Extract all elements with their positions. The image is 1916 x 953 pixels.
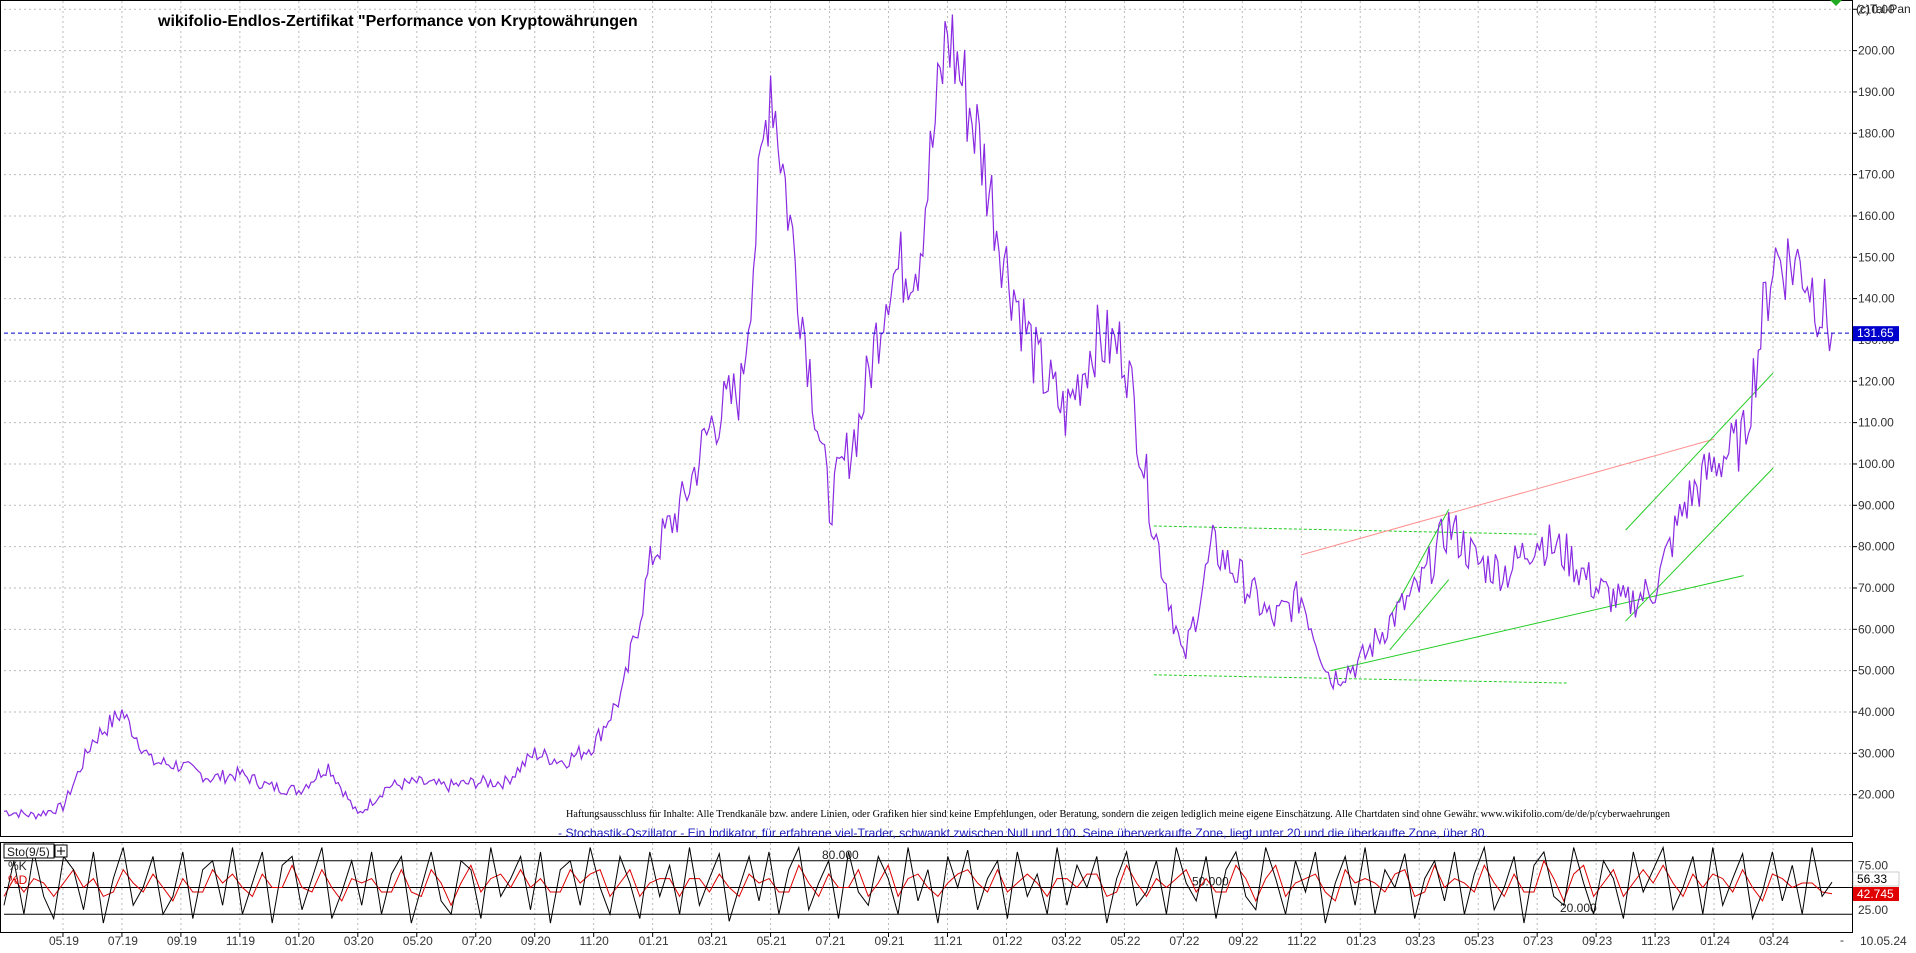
oscillator-title: Sto(9/5) (7, 845, 50, 859)
osc-y-tick-label: 25.00 (1858, 903, 1888, 917)
y-tick-label: 110.00 (1858, 416, 1894, 430)
x-tick-label: 11.22 (1287, 934, 1316, 948)
x-tick-label: 01.20 (285, 934, 315, 948)
x-tick-label: 05.22 (1110, 934, 1140, 948)
x-tick-label: 07.20 (462, 934, 492, 948)
oscillator-legend[interactable]: Sto(9/5) %K %D (3, 843, 68, 887)
x-tick-label: 09.20 (521, 934, 551, 948)
x-axis: 05.19 07.19 09.19 11.19 01.20 03.20 05.20 07.20… (49, 932, 1789, 948)
x-tick-label: 11.21 (933, 934, 962, 948)
x-tick-label: 11.23 (1641, 934, 1670, 948)
oscillator-panel-frame (0, 842, 1853, 933)
y-tick-label: 170.00 (1858, 168, 1895, 182)
x-tick-label: 03.21 (698, 934, 728, 948)
x-tick-label: 07.22 (1169, 934, 1199, 948)
x-tick-label: 05.20 (403, 934, 433, 948)
x-tick-label: 09.21 (875, 934, 905, 948)
trend-lines (1153, 372, 1774, 684)
d-legend-label: %D (8, 873, 28, 887)
x-tick-label: 09.22 (1228, 934, 1258, 948)
x-tick-label: 11.19 (226, 934, 255, 948)
x-tick-label: 07.21 (816, 934, 846, 948)
trend-line-channel-2024-low (1625, 467, 1774, 622)
y-tick-label: 50.000 (1858, 664, 1895, 678)
x-last-label: 10.05.24 (1860, 934, 1907, 948)
price-panel-frame (0, 0, 1853, 837)
y-tick-label: 150.00 (1858, 250, 1895, 264)
oscillator-y-axis: 75.00 25.00 (1858, 858, 1888, 917)
disclaimer-text: Haftungsausschluss für Inhalte: Alle Tre… (566, 809, 1670, 820)
x-tick-label: 03.22 (1051, 934, 1081, 948)
trend-line-support (1330, 575, 1744, 672)
x-tick-label: 09.23 (1582, 934, 1612, 948)
trend-line-resistance (1301, 438, 1715, 556)
y-tick-label: 120.00 (1858, 374, 1895, 388)
chart-title: wikifolio-Endlos-Zertifikat "Performance… (157, 13, 638, 30)
k-legend-label: %K (8, 859, 27, 873)
y-tick-label: 40.000 (1858, 705, 1895, 719)
x-tick-label: 03.24 (1759, 934, 1789, 948)
x-tick-label: 03.23 (1405, 934, 1435, 948)
current-value-label: 131.65 (1857, 326, 1894, 340)
scroll-dash[interactable]: - (1840, 933, 1844, 947)
x-tick-label: 03.20 (344, 934, 374, 948)
trend-line-channel-bottom (1153, 674, 1567, 684)
y-tick-label: 200.00 (1858, 44, 1895, 58)
y-tick-label: 190.00 (1858, 85, 1895, 99)
y-tick-label: 90.000 (1858, 498, 1895, 512)
current-value-badge: 131.65 (1853, 326, 1899, 342)
osc-y-tick-label: 75.00 (1858, 858, 1888, 872)
trend-line-channel-2023-low (1389, 579, 1450, 651)
x-tick-label: 01.21 (639, 934, 669, 948)
x-tick-label: 05.21 (757, 934, 787, 948)
y-tick-label: 30.000 (1858, 746, 1895, 760)
d-value-label: 42.745 (1857, 887, 1894, 901)
osc-level-label: 20.000 (1560, 901, 1597, 915)
x-tick-label: 01.24 (1700, 934, 1730, 948)
y-tick-label: 20.000 (1858, 788, 1895, 802)
y-tick-label: 70.000 (1858, 581, 1895, 595)
y-tick-label: 80.000 (1858, 540, 1895, 554)
stochastic-k-line (3, 845, 1833, 924)
k-value-label: 56.33 (1857, 872, 1887, 886)
oscillator-description: - Stochastik-Oszillator - Ein Indikator,… (558, 826, 1488, 840)
x-tick-label: 07.23 (1523, 934, 1553, 948)
price-grid (4, 1, 1852, 836)
trend-line-channel-2024-up (1625, 372, 1774, 531)
top-arrow-icon (1830, 0, 1842, 6)
x-tick-label: 07.19 (108, 934, 138, 948)
x-tick-label: 05.23 (1464, 934, 1494, 948)
y-tick-label: 160.00 (1858, 209, 1895, 223)
copyright-label: (c)Tai-Pan (1856, 2, 1911, 16)
x-tick-label: 01.23 (1346, 934, 1376, 948)
price-y-axis: 20.000 30.000 40.000 50.000 60.000 70.000 80.0… (1852, 2, 1895, 802)
price-series-line (3, 14, 1833, 821)
y-tick-label: 100.00 (1858, 457, 1895, 471)
x-tick-label: 01.22 (992, 934, 1022, 948)
x-tick-label: 09.19 (167, 934, 197, 948)
y-tick-label: 60.000 (1858, 622, 1895, 636)
trend-line-channel-top (1153, 525, 1538, 535)
d-value-badge: 42.745 (1853, 887, 1899, 901)
osc-level-label: 80.000 (822, 848, 859, 862)
y-tick-label: 180.00 (1858, 126, 1895, 140)
x-tick-label: 05.19 (49, 934, 79, 948)
y-tick-label: 140.00 (1858, 292, 1895, 306)
y-tick-label: 210.00 (1858, 2, 1895, 16)
x-tick-label: 11.20 (580, 934, 609, 948)
k-value-badge: 56.33 (1852, 871, 1900, 887)
